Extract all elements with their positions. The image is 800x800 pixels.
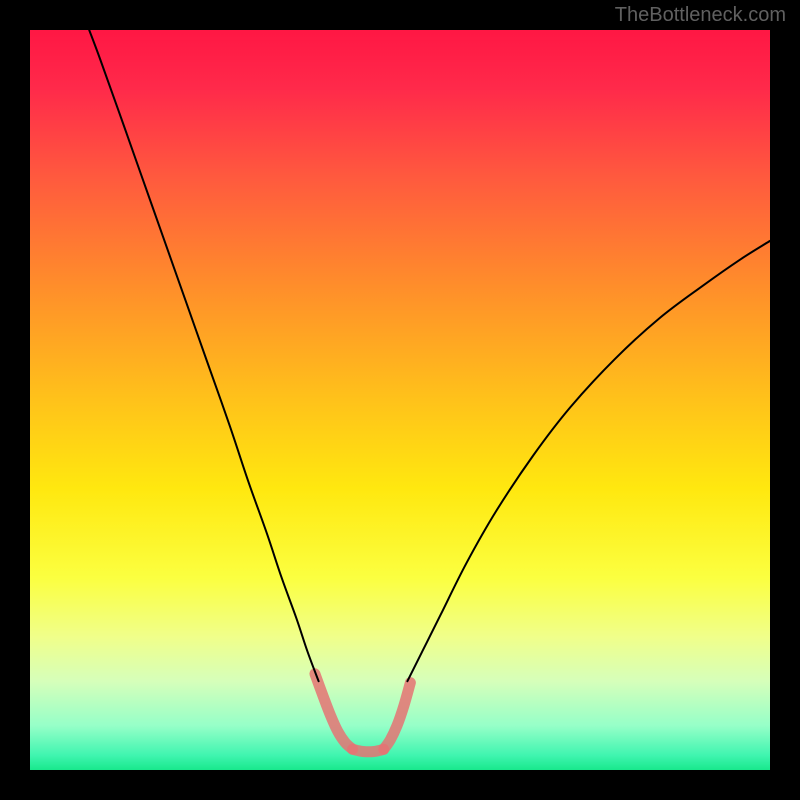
chart-container bbox=[30, 30, 770, 770]
chart-background bbox=[30, 30, 770, 770]
bottleneck-chart bbox=[30, 30, 770, 770]
watermark-text: TheBottleneck.com bbox=[615, 4, 786, 27]
